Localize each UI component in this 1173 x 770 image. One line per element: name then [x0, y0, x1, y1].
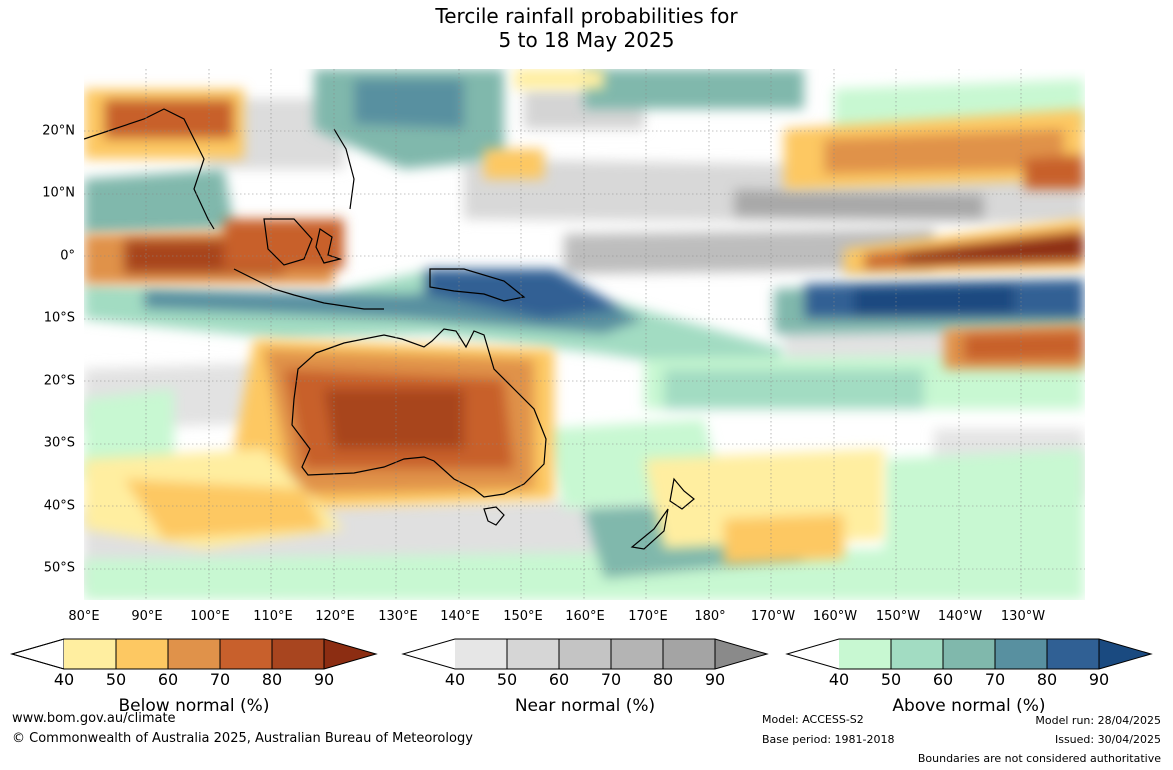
lat-label: 30°S	[43, 435, 75, 451]
colorbar-swatch	[168, 639, 220, 669]
copyright-text: © Commonwealth of Australia 2025, Austra…	[12, 731, 473, 746]
lon-label: 120°E	[315, 609, 355, 624]
lat-label: 10°S	[43, 310, 75, 326]
website-link[interactable]: www.bom.gov.au/climate	[12, 711, 176, 726]
lon-label: 110°E	[253, 609, 293, 624]
lat-label: 0°	[60, 248, 75, 264]
colorbar-tick: 90	[1088, 670, 1110, 689]
lon-label: 140°E	[440, 609, 480, 624]
colorbar-title-above: Above normal (%)	[892, 696, 1046, 716]
colorbar-swatch	[559, 639, 611, 669]
lon-label: 100°E	[190, 609, 230, 624]
new-guinea-coastline	[429, 268, 526, 302]
colorbar-tick: 40	[53, 670, 75, 689]
colorbar-title-near: Near normal (%)	[514, 696, 656, 716]
colorbar-tick: 70	[984, 670, 1006, 689]
probability-map	[84, 69, 1085, 600]
colorbar-tick: 50	[105, 670, 127, 689]
lat-label: 20°N	[42, 123, 75, 139]
base-period: Base period: 1981-2018	[762, 733, 895, 746]
colorbar-below-arrow-low	[10, 638, 65, 670]
lon-label: 160°W	[812, 609, 858, 624]
colorbar-above-arrow-high	[1099, 639, 1151, 669]
lon-label: 80°E	[68, 609, 100, 624]
colorbar-swatch	[663, 639, 715, 669]
colorbar-swatch	[891, 639, 943, 669]
lon-label: 90°E	[131, 609, 163, 624]
sumatra-java-coastline	[233, 268, 384, 310]
australia-coastline	[291, 328, 547, 498]
colorbar-tick: 90	[313, 670, 335, 689]
map-title-line2: 5 to 18 May 2025	[498, 28, 675, 52]
lon-label: 130°W	[1000, 609, 1046, 624]
lat-label: 20°S	[43, 373, 75, 389]
colorbar-tick: 80	[652, 670, 674, 689]
lon-label: 170°E	[628, 609, 668, 624]
map-title-line1: Tercile rainfall probabilities for	[435, 4, 738, 28]
colorbar-swatch	[272, 639, 324, 669]
colorbar-tick: 50	[496, 670, 518, 689]
tasmania-coastline	[483, 506, 505, 526]
colorbar-above-normal	[785, 638, 1153, 670]
lat-label: 40°S	[43, 498, 75, 514]
colorbar-tick: 90	[704, 670, 726, 689]
nz-south-island	[630, 508, 669, 550]
nz-north-island	[669, 477, 695, 510]
lon-label: 150°W	[875, 609, 921, 624]
colorbar-tick: 40	[444, 670, 466, 689]
sulawesi-coastline	[315, 228, 343, 264]
colorbar-swatch	[995, 639, 1047, 669]
model-name: Model: ACCESS-S2	[762, 713, 864, 726]
lon-label: 170°W	[750, 609, 796, 624]
colorbar-swatch	[220, 639, 272, 669]
colorbar-swatch	[455, 639, 507, 669]
colorbar-tick: 40	[828, 670, 850, 689]
boundary-disclaimer: Boundaries are not considered authoritat…	[917, 752, 1161, 765]
model-run-date: Model run: 28/04/2025	[1035, 714, 1161, 727]
lon-label: 130°E	[378, 609, 418, 624]
below-normal-regions	[84, 69, 1084, 564]
colorbar-near-normal	[401, 638, 769, 670]
asia-coastline	[84, 108, 215, 230]
colorbar-tick: 60	[548, 670, 570, 689]
colorbar-above-arrow-low	[787, 639, 839, 669]
colorbar-tick: 50	[880, 670, 902, 689]
lon-label: 180°	[694, 609, 726, 624]
colorbar-swatch	[507, 639, 559, 669]
colorbar-tick: 70	[209, 670, 231, 689]
borneo-coastline	[263, 218, 313, 266]
colorbar-swatch	[611, 639, 663, 669]
lon-label: 140°W	[937, 609, 983, 624]
colorbar-swatch	[116, 639, 168, 669]
issued-date: Issued: 30/04/2025	[1054, 733, 1161, 746]
colorbar-swatch	[64, 639, 116, 669]
colorbar-near-arrow-high	[715, 639, 767, 669]
colorbar-below-normal	[10, 638, 378, 670]
lat-label: 10°N	[42, 185, 75, 201]
colorbar-tick: 80	[1036, 670, 1058, 689]
coastlines	[84, 108, 695, 550]
colorbar-near-arrow-low	[403, 639, 455, 669]
lon-label: 150°E	[503, 609, 543, 624]
lat-label: 50°S	[43, 560, 75, 576]
map-canvas	[84, 69, 1085, 600]
lon-label: 160°E	[565, 609, 605, 624]
colorbar-swatch	[1047, 639, 1099, 669]
colorbar-title-below: Below normal (%)	[118, 696, 270, 716]
colorbar-swatch	[943, 639, 995, 669]
colorbar-tick: 70	[600, 670, 622, 689]
colorbar-tick: 60	[157, 670, 179, 689]
graticule	[84, 69, 1085, 600]
colorbar-tick: 80	[261, 670, 283, 689]
colorbar-swatch	[839, 639, 891, 669]
colorbar-tick: 60	[932, 670, 954, 689]
colorbar-below-arrow-high	[324, 639, 376, 669]
